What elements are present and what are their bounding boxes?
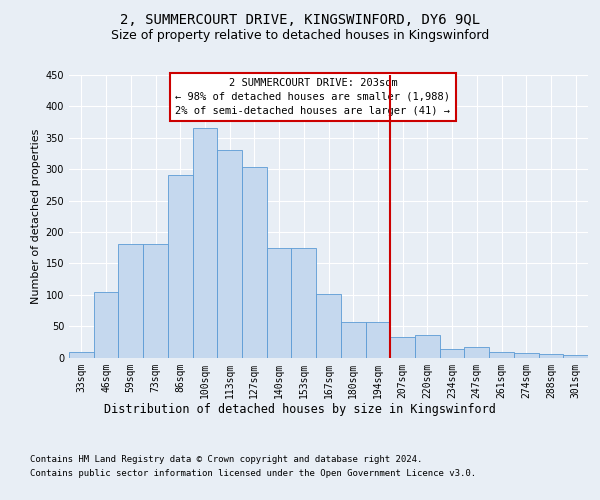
Bar (193, 128, 217, 358)
Text: Contains HM Land Registry data © Crown copyright and database right 2024.: Contains HM Land Registry data © Crown c… (30, 455, 422, 464)
Text: Distribution of detached houses by size in Kingswinford: Distribution of detached houses by size … (104, 402, 496, 415)
Y-axis label: Number of detached properties: Number of detached properties (31, 128, 41, 304)
Text: 2 SUMMERCOURT DRIVE: 203sqm
← 98% of detached houses are smaller (1,988)
2% of s: 2 SUMMERCOURT DRIVE: 203sqm ← 98% of det… (175, 78, 451, 116)
Bar (267, 248, 292, 358)
Bar (464, 347, 489, 358)
Bar (94, 292, 118, 358)
Bar (242, 166, 267, 358)
Bar (365, 322, 390, 358)
Bar (440, 348, 464, 358)
Bar (143, 244, 168, 358)
Bar (69, 352, 94, 358)
Bar (539, 354, 563, 358)
Text: Contains public sector information licensed under the Open Government Licence v3: Contains public sector information licen… (30, 469, 476, 478)
Bar (390, 337, 415, 357)
Text: 2, SUMMERCOURT DRIVE, KINGSWINFORD, DY6 9QL: 2, SUMMERCOURT DRIVE, KINGSWINFORD, DY6 … (120, 12, 480, 26)
Bar (563, 355, 588, 358)
Bar (415, 335, 440, 357)
Bar (514, 353, 539, 358)
Bar (292, 248, 316, 358)
Bar (489, 352, 514, 358)
Bar (217, 150, 242, 358)
Bar (118, 244, 143, 358)
Bar (341, 322, 365, 358)
Bar (168, 175, 193, 358)
Text: Size of property relative to detached houses in Kingswinford: Size of property relative to detached ho… (111, 29, 489, 42)
Bar (316, 294, 341, 358)
